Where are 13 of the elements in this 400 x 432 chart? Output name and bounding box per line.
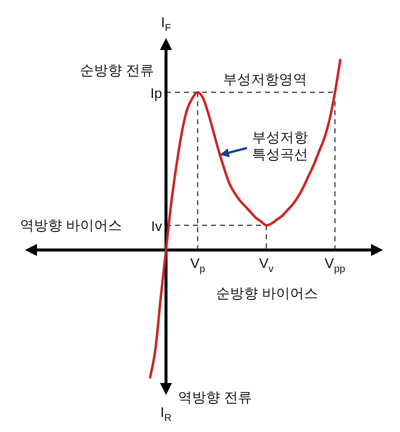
annotation: 역방향 바이어스: [20, 217, 122, 233]
category-label: V$_{pp}$: [324, 255, 346, 275]
annotation: 부성저항영역: [223, 71, 307, 87]
category-label: V$_{v}$: [259, 255, 274, 275]
annotation: Iv: [151, 218, 162, 234]
xlabel: 순방향 바이어스: [216, 285, 318, 301]
category-label: V$_{p}$: [190, 255, 206, 275]
annotation: 역방향 전류: [178, 389, 252, 405]
annotation: 순방향 전류: [80, 62, 154, 78]
annotation: 부성저항 특성곡선: [252, 129, 308, 162]
annotation: Ip: [150, 85, 162, 101]
ylabel: I$_{F}$: [160, 14, 172, 34]
annotation: I$_{R}$: [160, 404, 172, 424]
